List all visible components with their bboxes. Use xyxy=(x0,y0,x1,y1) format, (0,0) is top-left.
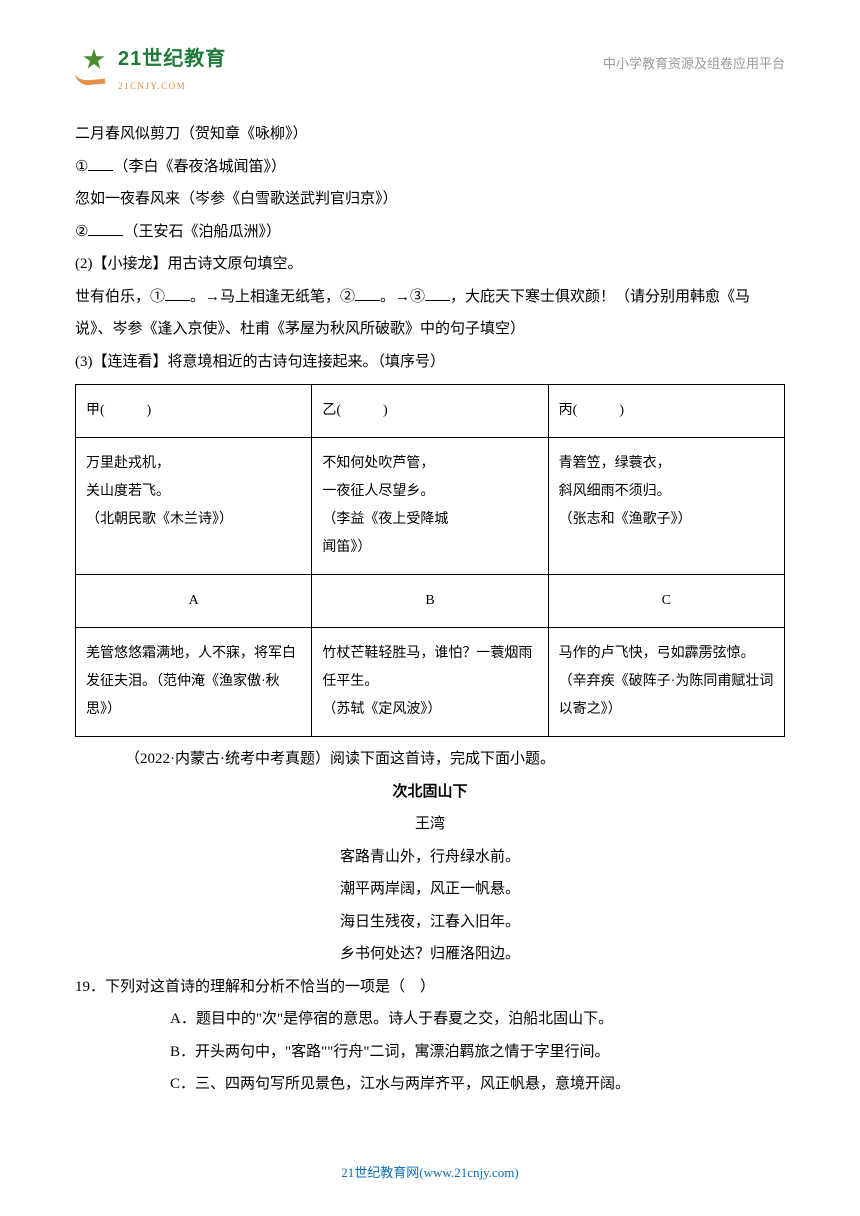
fill-blank[interactable] xyxy=(88,218,123,236)
reading-intro: （2022·内蒙古·统考中考真题）阅读下面这首诗，完成下面小题。 xyxy=(75,745,785,774)
table-cell: 羌管悠悠霜满地，人不寐，将军白发征夫泪。（范仲淹《渔家傲·秋思》） xyxy=(76,628,312,737)
option-a[interactable]: A．题目中的"次"是停宿的意思。诗人于春夏之交，泊船北固山下。 xyxy=(75,1005,785,1034)
table-cell: 竹杖芒鞋轻胜马，谁怕？一蓑烟雨任平生。 （苏轼《定风波》） xyxy=(312,628,548,737)
table-cell: 马作的卢飞快，弓如霹雳弦惊。（辛弃疾《破阵子·为陈同甫赋壮词以寄之》） xyxy=(548,628,784,737)
table-cell: 青箬笠，绿蓑衣， 斜风细雨不须归。 （张志和《渔歌子》） xyxy=(548,438,784,575)
poem-author: 王湾 xyxy=(75,810,785,839)
logo: 21世纪教育 21CNJY.COM xyxy=(75,40,226,95)
question-stem: 19．下列对这首诗的理解和分析不恰当的一项是（ ） xyxy=(75,973,785,1002)
table-cell: B xyxy=(312,575,548,628)
table-cell: 丙( ) xyxy=(548,385,784,438)
fill-blank[interactable] xyxy=(165,283,190,301)
footer-url: (www.21cnjy.com) xyxy=(419,1165,518,1180)
text-line: (2)【小接龙】用古诗文原句填空。 xyxy=(75,250,785,279)
footer-text: 21世纪教育网 xyxy=(341,1165,419,1180)
poem-line: 潮平两岸阔，风正一帆悬。 xyxy=(75,875,785,904)
text-line: ② （王安石《泊船瓜洲》） xyxy=(75,218,785,247)
label: ① xyxy=(75,159,88,175)
table-cell: 乙( ) xyxy=(312,385,548,438)
poem-title: 次北固山下 xyxy=(75,778,785,807)
option-b[interactable]: B．开头两句中，"客路""行舟"二词，寓漂泊羁旅之情于字里行间。 xyxy=(75,1038,785,1067)
table-cell: 不知何处吹芦管， 一夜征人尽望乡。 （李益《夜上受降城 闻笛》） xyxy=(312,438,548,575)
text-line: (3)【连连看】将意境相近的古诗句连接起来。（填序号） xyxy=(75,348,785,377)
table-row: 羌管悠悠霜满地，人不寐，将军白发征夫泪。（范仲淹《渔家傲·秋思》） 竹杖芒鞋轻胜… xyxy=(76,628,785,737)
logo-sub-text: 21CNJY.COM xyxy=(118,78,226,95)
label: 世有伯乐，① xyxy=(75,289,165,305)
label: （李白《春夜洛城闻笛》） xyxy=(113,159,286,175)
label: 。→马上相逢无纸笔，② xyxy=(190,289,355,305)
label: 。→③ xyxy=(380,289,425,305)
option-c[interactable]: C．三、四两句写所见景色，江水与两岸齐平，风正帆悬，意境开阔。 xyxy=(75,1070,785,1099)
table-cell: 甲( ) xyxy=(76,385,312,438)
text-line: 二月春风似剪刀（贺知章《咏柳》） xyxy=(75,120,785,149)
text-line: 说》、岑参《逢入京使》、杜甫《茅屋为秋风所破歌》中的句子填空） xyxy=(75,315,785,344)
table-cell: C xyxy=(548,575,784,628)
logo-text: 21世纪教育 21CNJY.COM xyxy=(118,40,226,95)
label: （王安石《泊船瓜洲》） xyxy=(123,224,281,240)
table-row: 甲( ) 乙( ) 丙( ) xyxy=(76,385,785,438)
table-row: A B C xyxy=(76,575,785,628)
text-line: 世有伯乐，① 。→马上相逢无纸笔，② 。→③ ，大庇天下寒士俱欢颜！（请分别用韩愈《马 xyxy=(75,283,785,312)
document-body: 二月春风似剪刀（贺知章《咏柳》） ① （李白《春夜洛城闻笛》） 忽如一夜春风来（岑… xyxy=(70,120,790,1099)
text-line: 忽如一夜春风来（岑参《白雪歌送武判官归京》） xyxy=(75,185,785,214)
table-cell: 万里赴戎机， 关山度若飞。 （北朝民歌《木兰诗》） xyxy=(76,438,312,575)
page-footer: 21世纪教育网(www.21cnjy.com) xyxy=(0,1161,860,1186)
label: ② xyxy=(75,224,88,240)
fill-blank[interactable] xyxy=(425,283,450,301)
poem-line: 乡书何处达？归雁洛阳边。 xyxy=(75,940,785,969)
matching-table: 甲( ) 乙( ) 丙( ) 万里赴戎机， 关山度若飞。 （北朝民歌《木兰诗》）… xyxy=(75,384,785,737)
text-line: ① （李白《春夜洛城闻笛》） xyxy=(75,153,785,182)
header-subtitle: 中小学教育资源及组卷应用平台 xyxy=(603,52,785,77)
poem-line: 客路青山外，行舟绿水前。 xyxy=(75,843,785,872)
logo-swoosh-icon xyxy=(74,69,105,86)
fill-blank[interactable] xyxy=(355,283,380,301)
label: ，大庇天下寒士俱欢颜！（请分别用韩愈《马 xyxy=(450,289,750,305)
page-header: 21世纪教育 21CNJY.COM 中小学教育资源及组卷应用平台 xyxy=(70,40,790,95)
table-row: 万里赴戎机， 关山度若飞。 （北朝民歌《木兰诗》） 不知何处吹芦管， 一夜征人尽… xyxy=(76,438,785,575)
fill-blank[interactable] xyxy=(88,153,113,171)
logo-icon xyxy=(75,49,113,87)
logo-star-icon xyxy=(83,49,105,71)
poem-line: 海日生残夜，江春入旧年。 xyxy=(75,908,785,937)
logo-main-text: 21世纪教育 xyxy=(118,40,226,78)
table-cell: A xyxy=(76,575,312,628)
